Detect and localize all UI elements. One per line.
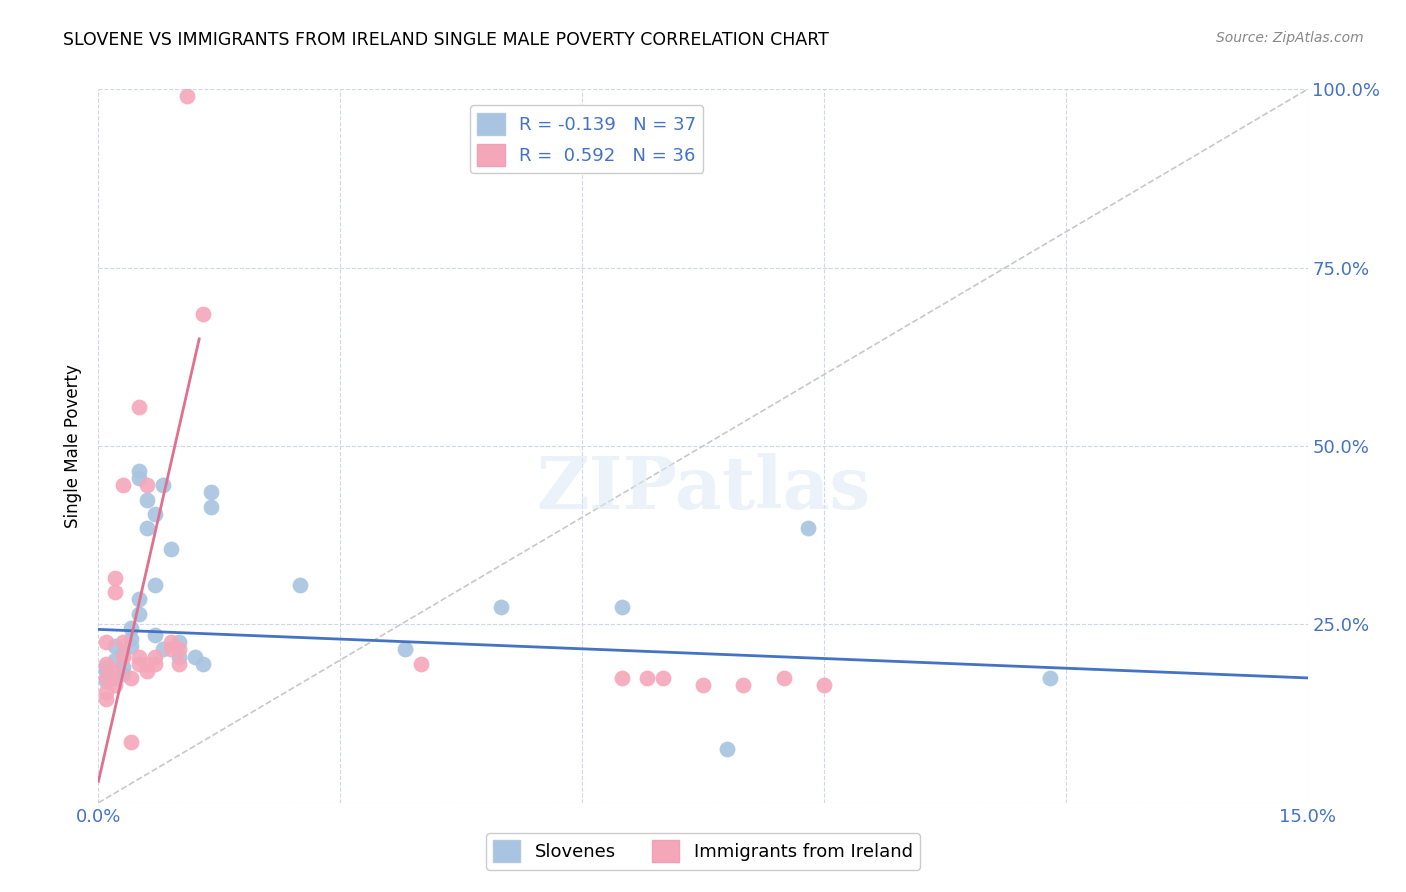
Point bbox=[103, 585, 125, 599]
Point bbox=[128, 400, 150, 414]
Point bbox=[120, 639, 142, 653]
Point bbox=[135, 478, 157, 492]
Point bbox=[96, 692, 118, 706]
Point bbox=[103, 671, 125, 685]
Point bbox=[96, 635, 118, 649]
Point bbox=[612, 599, 634, 614]
Legend: R = -0.139   N = 37, R =  0.592   N = 36: R = -0.139 N = 37, R = 0.592 N = 36 bbox=[470, 105, 703, 173]
Text: Source: ZipAtlas.com: Source: ZipAtlas.com bbox=[1216, 31, 1364, 45]
Point bbox=[160, 542, 183, 557]
Point bbox=[128, 592, 150, 607]
Point bbox=[143, 628, 166, 642]
Point bbox=[96, 664, 118, 678]
Point bbox=[111, 635, 134, 649]
Point bbox=[128, 464, 150, 478]
Point bbox=[491, 599, 513, 614]
Point bbox=[636, 671, 658, 685]
Point bbox=[96, 674, 118, 689]
Point bbox=[143, 507, 166, 521]
Point bbox=[128, 471, 150, 485]
Point bbox=[111, 478, 134, 492]
Point bbox=[143, 649, 166, 664]
Point bbox=[120, 621, 142, 635]
Point bbox=[103, 639, 125, 653]
Point bbox=[96, 660, 118, 674]
Point bbox=[120, 632, 142, 646]
Point bbox=[120, 671, 142, 685]
Point bbox=[716, 742, 738, 756]
Point bbox=[111, 667, 134, 681]
Point bbox=[772, 671, 794, 685]
Point bbox=[651, 671, 673, 685]
Point bbox=[128, 657, 150, 671]
Point bbox=[160, 635, 183, 649]
Point bbox=[152, 478, 174, 492]
Point bbox=[167, 635, 190, 649]
Point bbox=[135, 492, 157, 507]
Point bbox=[394, 642, 416, 657]
Point bbox=[160, 642, 183, 657]
Point bbox=[184, 649, 207, 664]
Point bbox=[200, 500, 222, 514]
Point bbox=[167, 642, 190, 657]
Point bbox=[288, 578, 311, 592]
Legend: Slovenes, Immigrants from Ireland: Slovenes, Immigrants from Ireland bbox=[486, 833, 920, 870]
Point bbox=[111, 646, 134, 660]
Point bbox=[813, 678, 835, 692]
Point bbox=[96, 671, 118, 685]
Point bbox=[103, 664, 125, 678]
Point bbox=[96, 657, 118, 671]
Point bbox=[612, 671, 634, 685]
Point bbox=[96, 685, 118, 699]
Point bbox=[135, 657, 157, 671]
Point bbox=[692, 678, 714, 692]
Point bbox=[193, 657, 215, 671]
Text: SLOVENE VS IMMIGRANTS FROM IRELAND SINGLE MALE POVERTY CORRELATION CHART: SLOVENE VS IMMIGRANTS FROM IRELAND SINGL… bbox=[63, 31, 830, 49]
Y-axis label: Single Male Poverty: Single Male Poverty bbox=[65, 364, 83, 528]
Point bbox=[111, 660, 134, 674]
Point bbox=[797, 521, 820, 535]
Point bbox=[135, 664, 157, 678]
Point bbox=[103, 571, 125, 585]
Point bbox=[200, 485, 222, 500]
Point bbox=[128, 649, 150, 664]
Point bbox=[103, 653, 125, 667]
Point bbox=[120, 735, 142, 749]
Point bbox=[143, 578, 166, 592]
Point bbox=[152, 642, 174, 657]
Point bbox=[135, 521, 157, 535]
Point bbox=[409, 657, 432, 671]
Point bbox=[103, 678, 125, 692]
Point bbox=[143, 657, 166, 671]
Text: ZIPatlas: ZIPatlas bbox=[536, 453, 870, 524]
Point bbox=[193, 307, 215, 321]
Point bbox=[167, 657, 190, 671]
Point bbox=[111, 649, 134, 664]
Point bbox=[167, 649, 190, 664]
Point bbox=[1039, 671, 1062, 685]
Point bbox=[176, 89, 198, 103]
Point bbox=[733, 678, 755, 692]
Point bbox=[128, 607, 150, 621]
